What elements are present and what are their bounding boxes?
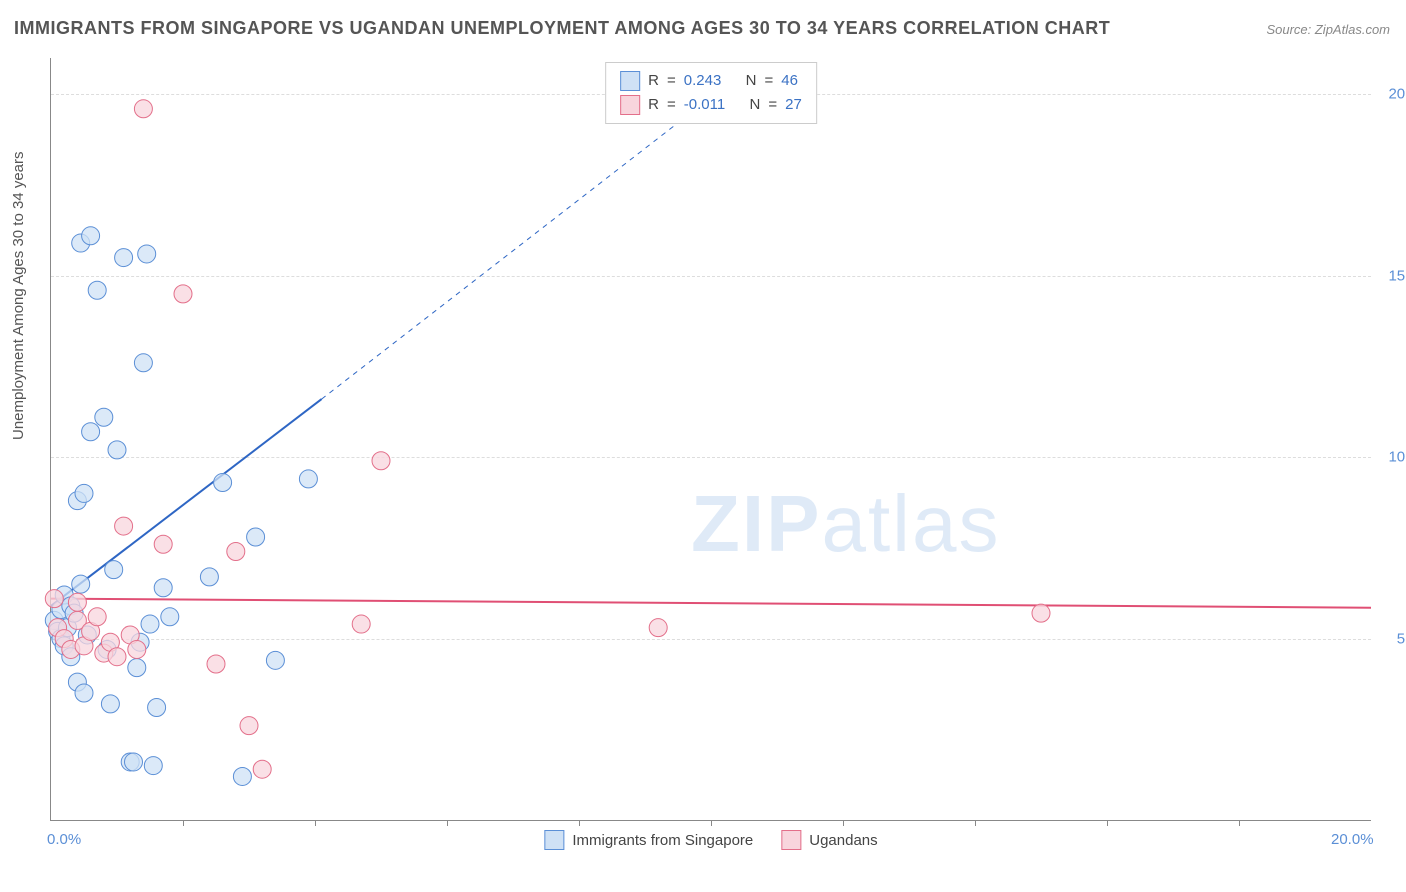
trend-line: [51, 599, 1371, 608]
legend-row-ugandans: R = -0.011 N = 27: [620, 93, 802, 117]
data-point: [125, 753, 143, 771]
x-tick: [579, 820, 580, 826]
x-tick: [1107, 820, 1108, 826]
trend-line-dashed: [322, 87, 725, 399]
data-point: [144, 757, 162, 775]
data-point: [299, 470, 317, 488]
data-point: [148, 699, 166, 717]
data-point: [101, 695, 119, 713]
data-point: [240, 717, 258, 735]
data-point: [88, 608, 106, 626]
data-point: [128, 640, 146, 658]
eq-label: =: [667, 93, 676, 117]
legend-row-singapore: R = 0.243 N = 46: [620, 69, 802, 93]
x-tick: [975, 820, 976, 826]
legend-item: Immigrants from Singapore: [544, 830, 753, 850]
data-point: [247, 528, 265, 546]
data-point: [154, 579, 172, 597]
y-tick-label: 10.0%: [1376, 449, 1406, 466]
swatch-blue-icon: [544, 830, 564, 850]
n-value-ugandans: 27: [785, 93, 802, 117]
data-point: [68, 593, 86, 611]
r-label: R: [648, 93, 659, 117]
source-label: Source: ZipAtlas.com: [1266, 22, 1390, 37]
y-tick-label: 20.0%: [1376, 86, 1406, 103]
n-label: N: [746, 69, 757, 93]
chart-title: IMMIGRANTS FROM SINGAPORE VS UGANDAN UNE…: [14, 18, 1110, 39]
data-point: [105, 561, 123, 579]
data-point: [1032, 604, 1050, 622]
data-point: [108, 648, 126, 666]
data-point: [115, 517, 133, 535]
data-point: [72, 575, 90, 593]
y-axis-label: Unemployment Among Ages 30 to 34 years: [10, 151, 27, 440]
data-point: [75, 484, 93, 502]
x-tick: [447, 820, 448, 826]
data-point: [207, 655, 225, 673]
x-tick: [183, 820, 184, 826]
data-point: [253, 760, 271, 778]
scatter-plot: [51, 58, 1371, 820]
r-label: R: [648, 69, 659, 93]
data-point: [154, 535, 172, 553]
correlation-legend: R = 0.243 N = 46 R = -0.011 N = 27: [605, 62, 817, 124]
data-point: [82, 423, 100, 441]
series-legend: Immigrants from Singapore Ugandans: [544, 830, 877, 850]
x-tick: [315, 820, 316, 826]
r-value-ugandans: -0.011: [684, 93, 725, 117]
y-tick-label: 5.0%: [1376, 630, 1406, 647]
data-point: [141, 615, 159, 633]
n-value-singapore: 46: [781, 69, 798, 93]
y-tick-label: 15.0%: [1376, 267, 1406, 284]
data-point: [45, 590, 63, 608]
legend-label: Ugandans: [809, 832, 877, 849]
swatch-pink-icon: [620, 95, 640, 115]
eq-label: =: [765, 69, 774, 93]
data-point: [95, 408, 113, 426]
x-tick-label: 0.0%: [47, 831, 81, 848]
data-point: [372, 452, 390, 470]
data-point: [227, 542, 245, 560]
eq-label: =: [768, 93, 777, 117]
data-point: [649, 619, 667, 637]
data-point: [82, 227, 100, 245]
data-point: [138, 245, 156, 263]
legend-item: Ugandans: [781, 830, 877, 850]
data-point: [134, 100, 152, 118]
data-point: [108, 441, 126, 459]
data-point: [88, 281, 106, 299]
data-point: [128, 659, 146, 677]
data-point: [134, 354, 152, 372]
data-point: [174, 285, 192, 303]
swatch-pink-icon: [781, 830, 801, 850]
eq-label: =: [667, 69, 676, 93]
data-point: [233, 767, 251, 785]
x-tick: [843, 820, 844, 826]
data-point: [214, 474, 232, 492]
x-tick-label: 20.0%: [1331, 831, 1374, 848]
data-point: [266, 651, 284, 669]
x-tick: [711, 820, 712, 826]
data-point: [115, 249, 133, 267]
data-point: [352, 615, 370, 633]
data-point: [75, 684, 93, 702]
n-label: N: [750, 93, 761, 117]
plot-area: ZIPatlas 5.0%10.0%15.0%20.0% R = 0.243 N…: [50, 58, 1371, 821]
data-point: [161, 608, 179, 626]
data-point: [200, 568, 218, 586]
legend-label: Immigrants from Singapore: [572, 832, 753, 849]
r-value-singapore: 0.243: [684, 69, 722, 93]
swatch-blue-icon: [620, 71, 640, 91]
x-tick: [1239, 820, 1240, 826]
